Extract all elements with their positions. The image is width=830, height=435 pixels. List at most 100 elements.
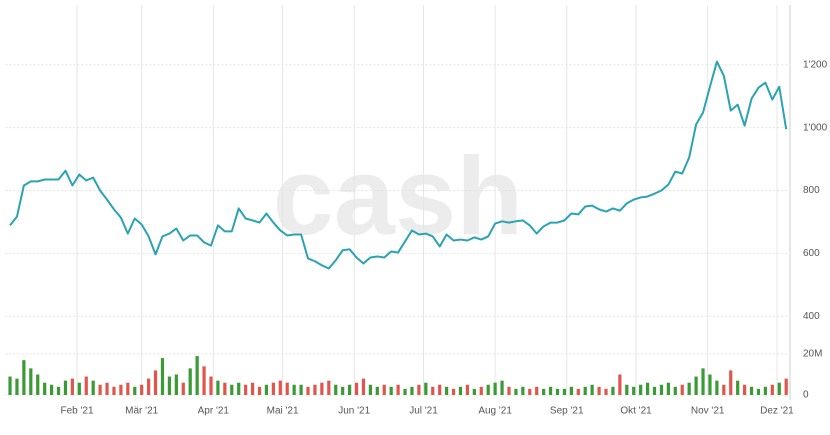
volume-bar [611,386,615,395]
volume-bar [424,382,428,395]
volume-bar [569,386,573,395]
volume-bar [36,374,40,395]
volume-bar [361,378,366,395]
volume-bar [548,386,553,395]
x-tick-label: Nov '21 [691,406,725,417]
volume-bar [15,378,19,395]
volume-bar [694,376,698,395]
volume-bar [625,384,629,395]
volume-bar [562,388,567,395]
volume-bar [729,370,733,395]
volume-bar [354,382,359,395]
volume-bar [230,384,234,395]
volume-bar [389,386,393,395]
volume-bar [583,386,587,395]
volume-bar [652,386,657,395]
volume-bar [244,384,248,395]
x-tick-label: Mai '21 [267,406,299,417]
volume-bar [507,386,511,395]
volume-bar [701,368,705,395]
volume-bar [257,386,262,395]
volume-bar [160,358,165,395]
volume-bar [576,388,580,395]
volume-bar [250,382,255,395]
y-tick-label: 800 [803,185,820,196]
volume-bar [98,384,102,395]
volume-bar [666,382,670,395]
volume-bar [770,384,774,395]
y2-tick-label: 0 [803,390,809,401]
volume-bar [223,382,227,395]
volume-bar [43,382,47,395]
volume-bar [680,384,684,395]
volume-bar [465,384,470,395]
volume-bar [237,382,241,395]
y2-tick-label: 20M [803,349,822,360]
x-tick-label: Mär '21 [125,406,158,417]
volume-bar [264,384,269,395]
volume-bar [119,384,123,395]
volume-bar [375,386,379,395]
volume-bar [195,356,199,395]
volume-bar [347,384,352,395]
volume-bar [486,384,490,395]
volume-bar [618,374,622,395]
volume-bar [70,378,74,395]
volume-bar [140,384,144,395]
volume-bar [590,384,594,395]
volume-bar [451,388,456,395]
volume-bar [327,380,331,395]
x-tick-label: Dez '21 [760,406,794,417]
volume-bar [784,378,788,395]
volume-bar [91,380,95,395]
volume-bar [29,368,33,395]
volume-bar [528,388,532,395]
volume-bar [147,378,151,395]
volume-bar [403,388,407,395]
volume-bar [493,382,497,395]
volume-bar [56,386,61,395]
volume-bar [687,382,691,395]
volume-bar [708,374,712,395]
volume-bar [542,388,546,395]
y-tick-label: 400 [803,311,820,322]
volume-bar [153,370,158,395]
volume-bar [84,376,88,395]
volume-bar [105,382,109,395]
volume-bar [126,382,130,395]
volume-bar [756,388,761,395]
watermark: cash [273,135,524,258]
volume-bar [112,386,116,395]
volume-bar [438,384,442,395]
volume-bar [736,380,740,395]
volume-bar [632,386,636,395]
volume-bar [763,386,767,395]
volume-bar [417,384,421,395]
volume-bar [396,384,400,395]
volume-bar [777,382,781,395]
y-tick-label: 1'200 [803,59,828,70]
volume-bar [639,384,643,395]
volume-bar [50,384,54,395]
volume-bar [743,384,747,395]
volume-bar [597,386,601,395]
volume-bar [77,382,81,395]
volume-bar [722,384,726,395]
x-tick-label: Jun '21 [338,406,370,417]
volume-bar [299,384,303,395]
volume-bar [368,384,372,395]
volume-bar [209,376,213,395]
volume-bar [216,380,220,395]
volume-bar [306,386,310,395]
volume-bar [285,382,289,395]
volume-bar [673,386,677,395]
x-tick-label: Okt '21 [620,406,652,417]
volume-bar [320,382,324,395]
volume-bar [63,380,68,395]
volume-bar [445,386,449,395]
x-tick-label: Aug '21 [478,406,512,417]
volume-bar [188,368,192,395]
volume-bar [133,386,137,395]
volume-bar [334,384,338,395]
